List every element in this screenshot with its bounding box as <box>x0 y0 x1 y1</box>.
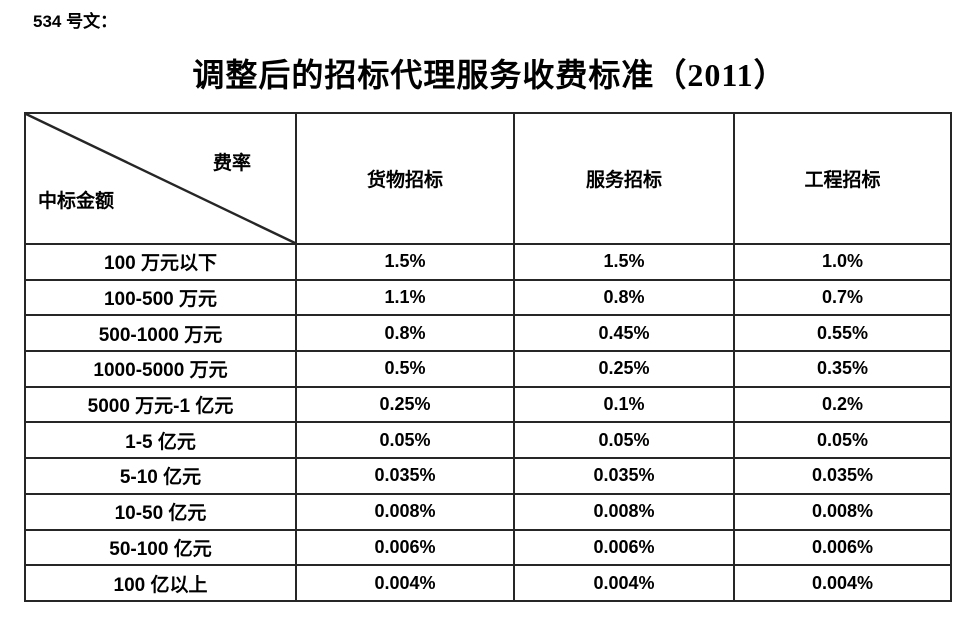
rate-cell: 0.25% <box>295 385 515 424</box>
rate-cell: 0.006% <box>733 528 952 567</box>
table-row: 5000 万元-1 亿元 0.25% 0.1% 0.2% <box>24 385 952 424</box>
column-header-engineering: 工程招标 <box>733 112 952 245</box>
rate-cell: 1.5% <box>513 243 735 281</box>
amount-range-cell: 5-10 亿元 <box>24 457 297 495</box>
rate-cell: 0.008% <box>513 492 735 531</box>
rate-cell: 0.05% <box>513 421 735 460</box>
table-row: 50-100 亿元 0.006% 0.006% 0.006% <box>24 528 952 567</box>
rate-cell: 0.7% <box>733 278 952 317</box>
corner-label-rate: 费率 <box>212 153 251 174</box>
rate-cell: 0.035% <box>513 457 735 495</box>
table-row: 10-50 亿元 0.008% 0.008% 0.008% <box>24 492 952 531</box>
rate-cell: 1.1% <box>295 278 515 317</box>
rate-cell: 0.035% <box>733 457 952 495</box>
amount-range-cell: 50-100 亿元 <box>24 528 297 567</box>
table-row: 100 亿以上 0.004% 0.004% 0.004% <box>24 564 952 602</box>
rate-cell: 0.35% <box>733 350 952 388</box>
rate-cell: 0.008% <box>733 492 952 531</box>
corner-header-cell: 费率 中标金额 <box>24 112 297 245</box>
table-row: 500-1000 万元 0.8% 0.45% 0.55% <box>24 314 952 353</box>
amount-range-cell: 1000-5000 万元 <box>24 350 297 388</box>
rate-cell: 0.5% <box>295 350 515 388</box>
rate-cell: 0.8% <box>295 314 515 353</box>
amount-range-cell: 10-50 亿元 <box>24 492 297 531</box>
rate-cell: 0.05% <box>295 421 515 460</box>
diagonal-divider <box>26 114 295 243</box>
column-header-goods: 货物招标 <box>295 112 515 245</box>
rate-cell: 0.008% <box>295 492 515 531</box>
rate-cell: 0.035% <box>295 457 515 495</box>
rate-cell: 0.004% <box>295 564 515 602</box>
rate-cell: 0.55% <box>733 314 952 353</box>
amount-range-cell: 100 亿以上 <box>24 564 297 602</box>
corner-label-amount: 中标金额 <box>38 191 115 212</box>
rate-cell: 1.0% <box>733 243 952 281</box>
amount-range-cell: 1-5 亿元 <box>24 421 297 460</box>
page-title: 调整后的招标代理服务收费标准（2011） <box>192 57 787 93</box>
rate-cell: 0.05% <box>733 421 952 460</box>
rate-cell: 0.45% <box>513 314 735 353</box>
rate-cell: 0.1% <box>513 385 735 424</box>
rate-cell: 0.004% <box>513 564 735 602</box>
rate-cell: 0.25% <box>513 350 735 388</box>
fee-rate-table: 费率 中标金额 货物招标 服务招标 工程招标 100 万元以下 1.5% 1.5… <box>24 112 952 602</box>
rate-cell: 0.8% <box>513 278 735 317</box>
column-header-services: 服务招标 <box>513 112 735 245</box>
amount-range-cell: 100 万元以下 <box>24 243 297 281</box>
table-row: 100-500 万元 1.1% 0.8% 0.7% <box>24 278 952 317</box>
table-row: 100 万元以下 1.5% 1.5% 1.0% <box>24 243 952 281</box>
rate-cell: 0.006% <box>295 528 515 567</box>
table-row: 5-10 亿元 0.035% 0.035% 0.035% <box>24 457 952 495</box>
rate-cell: 0.2% <box>733 385 952 424</box>
table-row: 1-5 亿元 0.05% 0.05% 0.05% <box>24 421 952 460</box>
rate-cell: 1.5% <box>295 243 515 281</box>
doc-reference-label: 534 号文： <box>33 12 118 31</box>
rate-cell: 0.006% <box>513 528 735 567</box>
amount-range-cell: 5000 万元-1 亿元 <box>24 385 297 424</box>
table-header-row: 费率 中标金额 货物招标 服务招标 工程招标 <box>24 112 952 245</box>
amount-range-cell: 500-1000 万元 <box>24 314 297 353</box>
rate-cell: 0.004% <box>733 564 952 602</box>
table-row: 1000-5000 万元 0.5% 0.25% 0.35% <box>24 350 952 388</box>
amount-range-cell: 100-500 万元 <box>24 278 297 317</box>
